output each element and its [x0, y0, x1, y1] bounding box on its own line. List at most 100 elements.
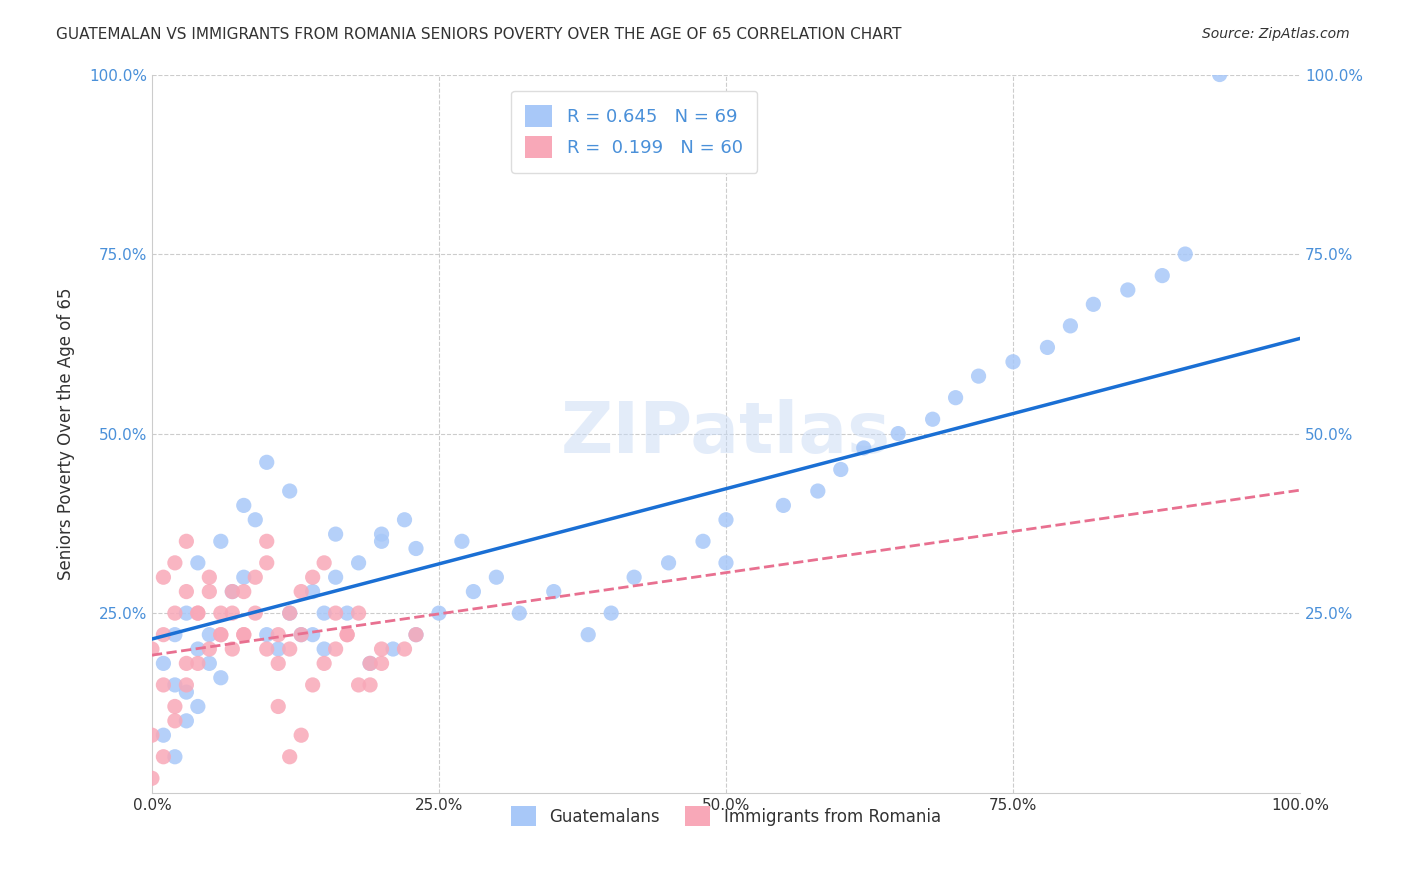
Point: [245, 513, 267, 527]
Point: [772, 499, 794, 513]
Point: [256, 642, 278, 657]
Point: [256, 534, 278, 549]
Point: [232, 628, 254, 642]
Point: [852, 441, 875, 455]
Y-axis label: Seniors Poverty Over the Age of 65: Seniors Poverty Over the Age of 65: [58, 287, 75, 580]
Point: [152, 628, 174, 642]
Point: [278, 642, 301, 657]
Point: [278, 483, 301, 498]
Point: [714, 556, 737, 570]
Point: [370, 657, 392, 671]
Point: [187, 699, 209, 714]
Point: [405, 541, 427, 556]
Point: [1152, 268, 1174, 283]
Point: [301, 628, 323, 642]
Point: [658, 556, 681, 570]
Point: [370, 527, 392, 541]
Point: [1208, 68, 1230, 82]
Point: [176, 606, 198, 620]
Point: [198, 642, 221, 657]
Point: [232, 570, 254, 584]
Point: [221, 584, 243, 599]
Point: [405, 628, 427, 642]
Point: [451, 534, 474, 549]
Point: [314, 556, 336, 570]
Point: [163, 606, 186, 620]
Point: [370, 534, 392, 549]
Point: [325, 642, 347, 657]
Point: [256, 628, 278, 642]
Point: [232, 499, 254, 513]
Point: [209, 534, 232, 549]
Point: [830, 462, 852, 476]
Point: [394, 642, 416, 657]
Point: [209, 606, 232, 620]
Point: [198, 584, 221, 599]
Point: [141, 642, 163, 657]
Point: [314, 657, 336, 671]
Point: [290, 628, 312, 642]
Point: [267, 628, 290, 642]
Point: [176, 534, 198, 549]
Point: [209, 628, 232, 642]
Point: [278, 749, 301, 764]
Point: [198, 657, 221, 671]
Point: [245, 570, 267, 584]
Point: [221, 606, 243, 620]
Point: [623, 570, 645, 584]
Point: [714, 513, 737, 527]
Point: [314, 606, 336, 620]
Point: [290, 628, 312, 642]
Point: [278, 606, 301, 620]
Point: [152, 728, 174, 742]
Point: [347, 606, 370, 620]
Point: [543, 584, 565, 599]
Point: [209, 628, 232, 642]
Point: [301, 570, 323, 584]
Text: Source: ZipAtlas.com: Source: ZipAtlas.com: [1202, 27, 1350, 41]
Point: [141, 772, 163, 786]
Point: [221, 584, 243, 599]
Point: [176, 685, 198, 699]
Point: [325, 527, 347, 541]
Point: [267, 699, 290, 714]
Point: [290, 584, 312, 599]
Point: [394, 513, 416, 527]
Point: [359, 657, 381, 671]
Point: [887, 426, 910, 441]
Point: [405, 628, 427, 642]
Point: [267, 642, 290, 657]
Point: [301, 678, 323, 692]
Point: [325, 570, 347, 584]
Point: [152, 678, 174, 692]
Point: [314, 642, 336, 657]
Point: [163, 556, 186, 570]
Point: [463, 584, 485, 599]
Point: [359, 657, 381, 671]
Point: [1059, 318, 1081, 333]
Point: [807, 483, 830, 498]
Text: GUATEMALAN VS IMMIGRANTS FROM ROMANIA SENIORS POVERTY OVER THE AGE OF 65 CORRELA: GUATEMALAN VS IMMIGRANTS FROM ROMANIA SE…: [56, 27, 901, 42]
Point: [141, 728, 163, 742]
Point: [163, 699, 186, 714]
Point: [187, 606, 209, 620]
Point: [152, 749, 174, 764]
Point: [245, 606, 267, 620]
Legend: Guatemalans, Immigrants from Romania: Guatemalans, Immigrants from Romania: [503, 797, 949, 835]
Point: [278, 606, 301, 620]
Point: [1001, 355, 1024, 369]
Point: [152, 657, 174, 671]
Point: [692, 534, 714, 549]
Point: [336, 606, 359, 620]
Point: [600, 606, 623, 620]
Point: [163, 714, 186, 728]
Point: [267, 657, 290, 671]
Point: [221, 642, 243, 657]
Point: [198, 628, 221, 642]
Point: [232, 628, 254, 642]
Point: [576, 628, 599, 642]
Point: [967, 369, 990, 384]
Point: [921, 412, 943, 426]
Point: [336, 628, 359, 642]
Point: [232, 584, 254, 599]
